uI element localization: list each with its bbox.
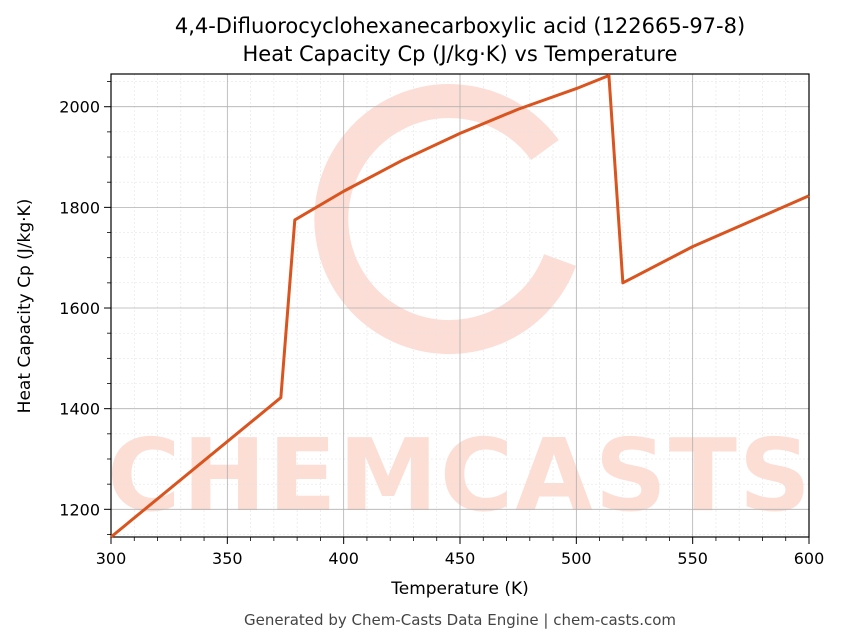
x-tick-label: 300 [96,549,127,568]
y-tick-label: 2000 [59,98,100,117]
x-tick-label: 400 [328,549,359,568]
y-tick-label: 1800 [59,198,100,217]
series-line [110,74,810,539]
x-tick-label: 600 [794,549,825,568]
x-tick-label: 350 [212,549,243,568]
y-axis-label: Heat Capacity Cp (J/kg·K) [15,199,35,414]
grid [110,74,810,537]
x-tick-label: 550 [677,549,708,568]
x-tick-label: 500 [561,549,592,568]
chart-title-line2: Heat Capacity Cp (J/kg·K) vs Temperature [243,42,678,66]
x-axis-label: Temperature (K) [390,579,529,599]
x-tick-label: 450 [445,549,476,568]
y-tick-label: 1400 [59,400,100,419]
watermark: CHEMCASTS [107,84,813,534]
watermark-text: CHEMCASTS [107,417,813,534]
y-tick-label: 1200 [59,500,100,519]
watermark-logo-arc [314,84,576,355]
footer-credit: Generated by Chem-Casts Data Engine | ch… [244,611,676,629]
ticks: 300 350 400 450 500 550 600 1200 1400 1600 1800 200… [59,81,825,568]
chart-title-line1: 4,4-Difluorocyclohexanecarboxylic acid (… [175,14,745,38]
y-tick-label: 1600 [59,299,100,318]
